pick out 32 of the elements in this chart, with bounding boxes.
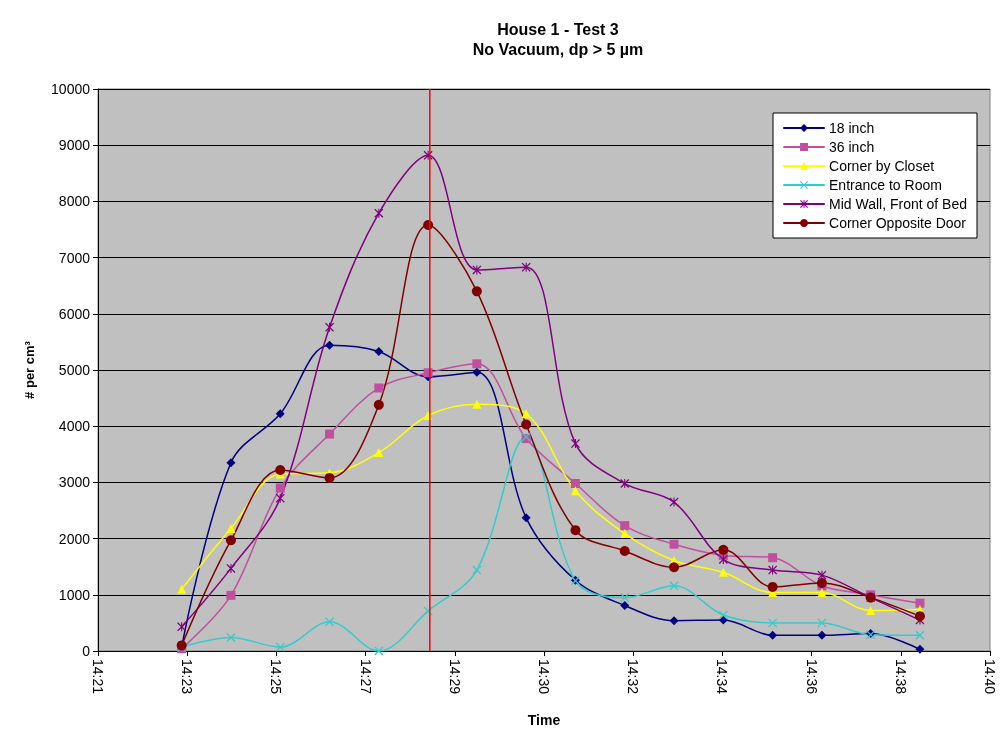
x-tick-label: 14:38 bbox=[892, 659, 909, 695]
x-tick-label: 14:21 bbox=[90, 659, 106, 695]
x-tick-label: 14:27 bbox=[357, 659, 374, 695]
legend-label: Entrance to Room bbox=[829, 177, 942, 193]
x-tick-label: 14:36 bbox=[803, 659, 820, 695]
x-tick-label: 14:34 bbox=[714, 659, 731, 695]
y-tick-label: 10000 bbox=[51, 81, 91, 97]
chart-title: House 1 - Test 3 bbox=[497, 20, 619, 38]
x-tick-label: 14:29 bbox=[446, 659, 463, 695]
y-tick-label: 5000 bbox=[58, 362, 91, 378]
legend-label: 36 inch bbox=[829, 139, 875, 155]
y-axis-title: # per cm³ bbox=[22, 340, 37, 399]
legend-label: Corner Opposite Door bbox=[829, 215, 967, 231]
x-tick-label: 14:30 bbox=[535, 659, 552, 695]
y-tick-label: 2000 bbox=[58, 530, 91, 547]
x-tick-label: 14:25 bbox=[268, 659, 285, 695]
legend-label: Mid Wall, Front of Bed bbox=[829, 196, 968, 212]
y-tick-label: 3000 bbox=[58, 474, 91, 491]
y-tick-label: 9000 bbox=[58, 137, 91, 154]
chart-subtitle: No Vacuum, dp > 5 µm bbox=[472, 40, 644, 58]
legend-label: 18 inch bbox=[829, 120, 875, 136]
y-tick-label: 8000 bbox=[58, 193, 91, 210]
y-tick-label: 4000 bbox=[58, 418, 91, 435]
x-tick-label: 14:40 bbox=[982, 659, 998, 695]
y-tick-label: 6000 bbox=[58, 305, 91, 322]
x-tick-label: 14:32 bbox=[625, 659, 642, 695]
x-tick-label: 14:23 bbox=[179, 659, 196, 695]
y-tick-label: 1000 bbox=[58, 586, 91, 603]
legend-label: Corner by Closet bbox=[829, 158, 935, 174]
x-axis-title: Time bbox=[527, 712, 561, 728]
y-tick-label: 7000 bbox=[58, 249, 91, 266]
y-tick-label: 0 bbox=[82, 643, 91, 659]
